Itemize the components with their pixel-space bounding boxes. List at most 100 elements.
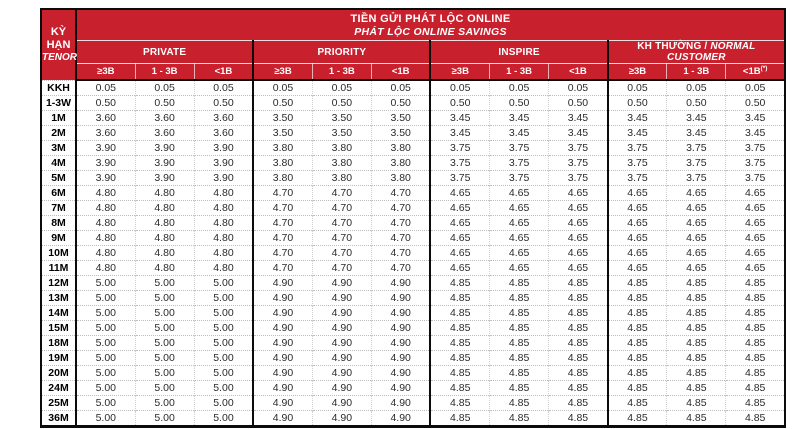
rate-cell: 5.00 [74, 320, 136, 336]
rate-cell: 5.00 [193, 410, 254, 427]
rate-cell: 4.85 [606, 275, 667, 291]
rate-cell: 5.00 [193, 320, 254, 336]
rate-cell: 3.90 [193, 170, 254, 186]
rate-cell: 4.85 [606, 335, 667, 351]
table-row: 10M 4.80 4.80 4.80 4.70 4.70 4.70 4.65 4.65 4.65 4… [41, 245, 785, 261]
subcolumn-header: <1B [370, 63, 431, 81]
tenor-column-header: KỲ HẠN TENOR [41, 9, 77, 80]
rate-cell: 4.85 [548, 410, 608, 427]
rate-cell: 4.65 [548, 260, 608, 276]
rate-cell: 3.45 [725, 110, 785, 126]
rate-cell: 5.00 [134, 365, 195, 381]
rate-cell: 4.70 [311, 260, 372, 276]
tenor-cell: 25M [41, 395, 77, 411]
rate-cell: 3.90 [134, 155, 195, 171]
rate-cell: 5.00 [74, 335, 136, 351]
rate-cell: 4.85 [548, 365, 608, 381]
rate-cell: 4.65 [429, 215, 490, 231]
rate-cell: 4.70 [252, 230, 313, 246]
rate-cell: 4.90 [311, 395, 372, 411]
rate-cell: 4.90 [311, 380, 372, 396]
rate-cell: 4.85 [606, 380, 667, 396]
rate-cell: 3.80 [311, 170, 372, 186]
rates-table: KỲ HẠN TENOR TIỀN GỬI PHÁT LỘC ONLINE PH… [40, 8, 786, 428]
rate-cell: 3.80 [370, 140, 431, 156]
rate-cell: 4.85 [606, 395, 667, 411]
rate-cell: 4.70 [370, 200, 431, 216]
rate-cell: 4.65 [548, 230, 608, 246]
rate-cell: 3.60 [74, 110, 136, 126]
table-row: 9M 4.80 4.80 4.80 4.70 4.70 4.70 4.65 4.65 4.65 4.… [41, 230, 785, 246]
rate-cell: 4.70 [252, 245, 313, 261]
group-header-1: PRIVATE [75, 40, 254, 64]
rate-cell: 3.80 [370, 155, 431, 171]
tenor-cell: 8M [41, 215, 77, 231]
rate-cell: 5.00 [134, 335, 195, 351]
rate-cell: 4.70 [311, 230, 372, 246]
rate-cell: 0.50 [311, 95, 372, 111]
rates-table-body: KKH 0.05 0.05 0.05 0.05 0.05 0.05 0.05 0.05 0.05 0… [41, 79, 785, 427]
rate-cell: 5.00 [193, 365, 254, 381]
rate-cell: 4.70 [311, 245, 372, 261]
rate-cell: 3.60 [193, 125, 254, 141]
rate-cell: 0.50 [548, 95, 608, 111]
rate-cell: 4.85 [429, 350, 490, 366]
rate-cell: 3.45 [725, 125, 785, 141]
rate-cell: 3.45 [489, 125, 549, 141]
rate-cell: 4.90 [311, 350, 372, 366]
rate-cell: 3.75 [429, 170, 490, 186]
rate-cell: 4.65 [429, 230, 490, 246]
rate-cell: 3.45 [489, 110, 549, 126]
tenor-cell: 4M [41, 155, 77, 171]
rate-cell: 3.80 [311, 140, 372, 156]
rate-cell: 0.50 [252, 95, 313, 111]
rate-cell: 0.50 [606, 95, 667, 111]
rate-cell: 3.50 [370, 110, 431, 126]
table-row: 4M 3.90 3.90 3.90 3.80 3.80 3.80 3.75 3.75 3.75 3.… [41, 155, 785, 171]
rate-cell: 3.45 [429, 110, 490, 126]
rate-cell: 4.65 [489, 260, 549, 276]
rate-cell: 4.70 [311, 215, 372, 231]
rate-cell: 4.65 [725, 200, 785, 216]
title-row: KỲ HẠN TENOR TIỀN GỬI PHÁT LỘC ONLINE PH… [41, 9, 785, 80]
rate-cell: 3.90 [74, 170, 136, 186]
rate-cell: 0.50 [370, 95, 431, 111]
rate-cell: 3.80 [252, 170, 313, 186]
subcolumn-header: 1 - 3B [134, 63, 195, 81]
table-row: 7M 4.80 4.80 4.80 4.70 4.70 4.70 4.65 4.65 4.65 4.… [41, 200, 785, 216]
table-row: 1M 3.60 3.60 3.60 3.50 3.50 3.50 3.45 3.45 3.45 3.… [41, 110, 785, 126]
rate-cell: 4.85 [548, 395, 608, 411]
rate-cell: 3.80 [370, 170, 431, 186]
rate-cell: 4.85 [429, 410, 490, 427]
rate-cell: 4.85 [725, 380, 785, 396]
rate-cell: 4.65 [666, 245, 726, 261]
rate-cell: 4.80 [74, 245, 136, 261]
tenor-cell: 15M [41, 320, 77, 336]
rate-cell: 4.90 [370, 365, 431, 381]
tenor-cell: 9M [41, 230, 77, 246]
rate-cell: 4.85 [548, 380, 608, 396]
rate-cell: 3.90 [193, 155, 254, 171]
rate-cell: 4.85 [606, 365, 667, 381]
rate-cell: 4.80 [74, 185, 136, 201]
rate-cell: 4.85 [606, 350, 667, 366]
rate-cell: 3.75 [725, 140, 785, 156]
rate-cell: 3.75 [666, 170, 726, 186]
rate-cell: 3.90 [134, 170, 195, 186]
rate-cell: 5.00 [74, 365, 136, 381]
rate-cell: 3.45 [606, 125, 667, 141]
table-row: 8M 4.80 4.80 4.80 4.70 4.70 4.70 4.65 4.65 4.65 4.… [41, 215, 785, 231]
rate-cell: 4.85 [725, 320, 785, 336]
rate-cell: 4.70 [252, 260, 313, 276]
rate-cell: 4.85 [666, 290, 726, 306]
rate-cell: 4.90 [252, 305, 313, 321]
rate-cell: 4.80 [134, 185, 195, 201]
rate-cell: 3.80 [252, 140, 313, 156]
subcolumn-header: <1B [193, 63, 254, 81]
rate-cell: 4.80 [74, 215, 136, 231]
rate-cell: 4.85 [489, 410, 549, 427]
rate-cell: 4.65 [429, 185, 490, 201]
rate-cell: 0.50 [193, 95, 254, 111]
group-header-3: INSPIRE [429, 40, 608, 64]
